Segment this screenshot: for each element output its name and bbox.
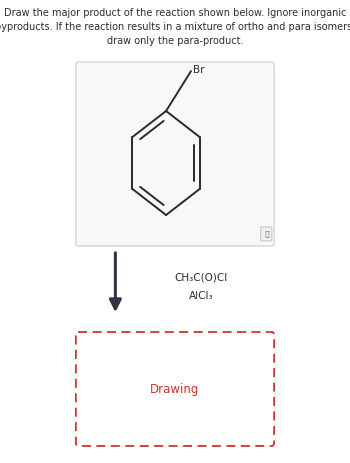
FancyBboxPatch shape bbox=[76, 62, 274, 246]
Text: ⌕: ⌕ bbox=[264, 231, 268, 238]
Text: draw only the para-product.: draw only the para-product. bbox=[107, 36, 243, 46]
Text: ⧖: ⧖ bbox=[265, 231, 270, 237]
Text: AlCl₃: AlCl₃ bbox=[189, 291, 214, 301]
FancyBboxPatch shape bbox=[76, 332, 274, 446]
Text: Drawing: Drawing bbox=[150, 382, 200, 395]
FancyBboxPatch shape bbox=[261, 227, 272, 241]
Text: byproducts. If the reaction results in a mixture of ortho and para isomers,: byproducts. If the reaction results in a… bbox=[0, 22, 350, 32]
Text: Draw the major product of the reaction shown below. Ignore inorganic: Draw the major product of the reaction s… bbox=[4, 8, 346, 18]
Text: Br: Br bbox=[193, 65, 205, 75]
Text: CH₃C(O)Cl: CH₃C(O)Cl bbox=[174, 272, 228, 282]
